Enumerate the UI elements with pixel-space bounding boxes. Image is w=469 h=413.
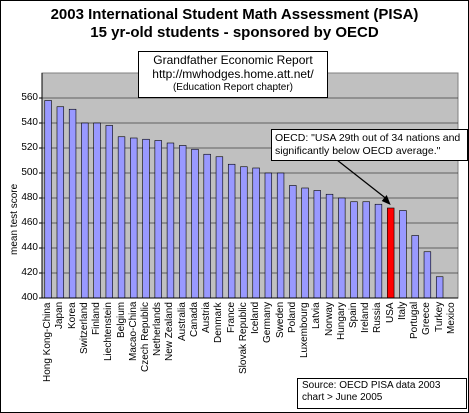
category-label: Spain [348,302,359,328]
bar-czech-republic [142,138,150,299]
y-tick-label: 480 [21,192,38,203]
category-label: Turkey [433,301,445,332]
category-label: Netherlands [152,302,164,356]
bar-turkey [435,276,444,299]
bar-japan [56,106,65,299]
chart-subtitle: 15 yr-old students - sponsored by OECD [90,24,379,41]
info-box: Grandfather Economic Report http://mwhod… [138,51,328,98]
source-box: Source: OECD PISA data 2003 chart > June… [297,378,467,409]
bar-luxembourg [301,187,309,299]
bar-spain [350,201,358,299]
bar-macao-china [130,137,138,299]
category-label: Mexico [445,302,457,334]
bar-greece [423,251,432,299]
bar-latvia [313,190,321,299]
y-tick-label: 520 [21,142,38,153]
category-label: Austria [201,301,213,333]
annotation-box: OECD: "USA 29th out of 34 nations and si… [271,129,468,161]
plot-background [41,72,459,299]
category-label: Iceland [250,301,262,334]
y-tick-label: 560 [21,92,38,103]
category-label: USA [384,302,396,323]
category-label: Hong Kong-China [42,302,54,383]
category-label: Sweden [274,301,286,338]
bar-switzerland [81,122,89,299]
bar-germany [264,172,273,299]
category-label: Italy [396,301,408,320]
chart-title: 2003 International Student Math Assessme… [50,6,419,23]
category-label: Portugal [409,301,421,339]
category-label: Hungary [335,302,347,340]
y-tick-label: 500 [21,167,38,178]
category-label: Luxembourg [299,302,311,358]
bar-france [227,163,236,299]
bar-canada [191,148,199,299]
category-label: Slovak Republic [237,302,249,374]
source-line-1: Source: OECD PISA data 2003 [302,380,441,391]
category-label: Belgium [115,301,127,338]
category-label: New Zealand [164,302,176,361]
category-label: Denmark [213,302,225,343]
bar-denmark [215,156,224,299]
y-tick-label: 460 [21,217,38,228]
category-label: Poland [286,301,298,333]
bar-netherlands [154,140,162,299]
category-label: France [225,301,237,333]
y-tick-label: 440 [21,242,38,253]
info-box-url[interactable]: http://mwhodges.home.att.net/ [152,67,314,81]
category-label: Ireland [360,302,372,333]
bar-ireland [362,201,370,299]
annotation-arrowhead [381,195,391,205]
bar-russia [374,203,383,299]
category-label: Liechtenstein [103,302,115,361]
bar-portugal [411,235,419,299]
bar-australia [179,145,187,299]
category-label: Germany [262,301,274,343]
annotation-arrow [336,159,388,200]
bar-norway [325,193,334,299]
category-label: Korea [66,302,78,329]
category-label: Switzerland [78,302,90,354]
bar-austria [203,153,211,299]
category-label: Australia [176,302,188,341]
annotation-line-1: OECD: "USA 29th out of 34 nations and [275,132,461,144]
bar-usa [387,207,395,299]
bar-iceland [252,167,260,299]
category-label: Russia [372,302,384,333]
bar-new-zealand [166,142,175,299]
bar-hungary [338,197,346,299]
bar-poland [289,185,297,299]
info-box-subtitle: (Education Report chapter) [172,82,294,93]
category-label: Finland [91,302,103,335]
annotation-line-2: significantly below OECD average." [275,145,441,157]
category-label: Latvia [311,302,323,329]
y-tick-label: 400 [21,292,38,303]
bar-italy [399,210,407,299]
category-label: Norway [323,302,335,336]
category-label: Canada [188,301,200,337]
category-label: Japan [54,301,66,329]
bar-liechtenstein [105,125,113,299]
category-label: Greece [421,302,433,335]
bar-korea [68,108,77,299]
source-line-2: chart > June 2005 [302,392,383,403]
y-tick-label: 420 [21,267,38,278]
y-tick-label: 540 [21,117,38,128]
category-label: Czech Republic [140,301,151,372]
category-label: Macao-China [127,301,139,361]
bar-belgium [117,136,126,299]
bar-finland [93,122,101,299]
bar-slovak-republic [240,166,248,299]
info-box-title: Grandfather Economic Report [153,53,313,67]
bar-hong-kong-china [44,100,52,299]
bar-sweden [276,172,285,299]
